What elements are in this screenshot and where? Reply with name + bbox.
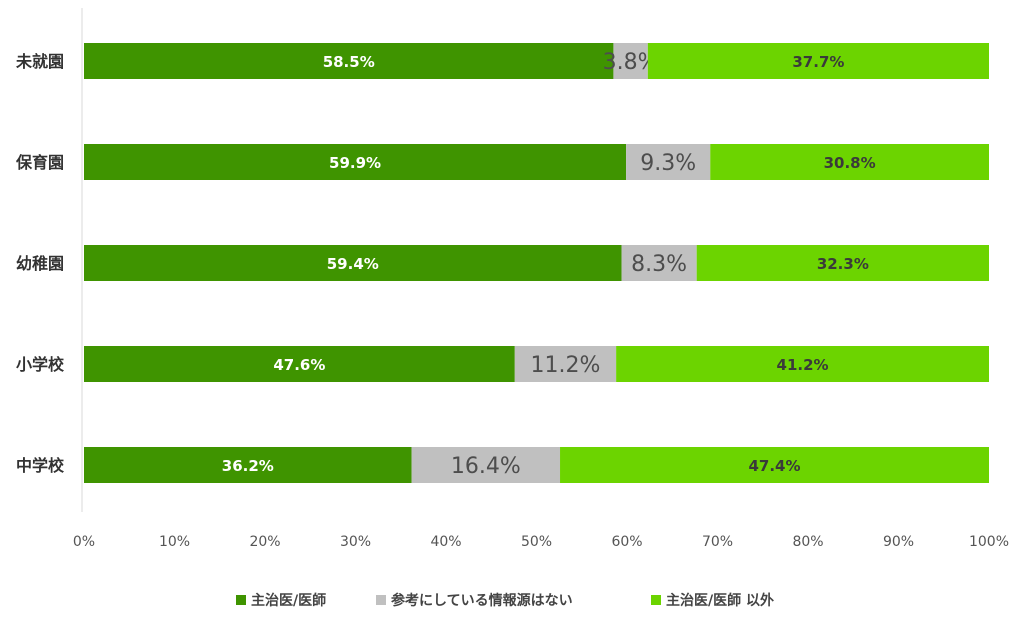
bars-group: 58.5% 3.8% 37.7%59.9% 9.3% 30.8%59.4% 8.3% 32.… — [84, 43, 989, 483]
category-label: 幼稚園 — [16, 254, 64, 273]
legend-label: 主治医/医師 以外 — [666, 592, 774, 609]
data-label: 37.7% — [792, 53, 844, 71]
bar-segment — [514, 346, 617, 382]
bar-segment — [647, 43, 989, 79]
bar-segment — [696, 245, 989, 281]
data-label: 16.4% — [451, 454, 521, 479]
x-tick-label: 80% — [792, 534, 823, 550]
data-label: 41.2% — [777, 356, 829, 374]
legend-swatch — [236, 595, 246, 605]
x-tick-label: 100% — [969, 534, 1009, 550]
legend-swatch — [651, 595, 661, 605]
bar-segment — [84, 43, 614, 79]
bar-segment — [621, 245, 697, 281]
data-label: 59.4% — [327, 255, 379, 273]
x-tick-label: 10% — [159, 534, 190, 550]
data-label: 58.5% — [323, 53, 375, 71]
bar-segment — [84, 245, 622, 281]
x-tick-label: 20% — [249, 534, 280, 550]
x-tick-label: 40% — [430, 534, 461, 550]
legend-label: 主治医/医師 — [251, 592, 326, 609]
x-tick-label: 90% — [883, 534, 914, 550]
x-tick-label: 30% — [340, 534, 371, 550]
bar-segment — [710, 144, 989, 180]
legend-swatch — [376, 595, 386, 605]
category-label: 未就園 — [15, 52, 64, 71]
bar-segment — [560, 447, 989, 483]
bar-segment — [84, 144, 627, 180]
x-tick-label: 70% — [702, 534, 733, 550]
bar-segment — [411, 447, 561, 483]
bar-segment — [613, 43, 648, 79]
data-label: 47.6% — [273, 356, 325, 374]
x-axis-ticks: 0% 10% 20% 30% 40% 50% 60% 70% 80% 90% 100% — [73, 534, 1009, 550]
x-tick-label: 60% — [611, 534, 642, 550]
data-label: 32.3% — [817, 255, 869, 273]
data-label: 11.2% — [531, 353, 601, 378]
data-label: 59.9% — [329, 154, 381, 172]
category-label: 中学校 — [16, 456, 65, 475]
category-label: 小学校 — [16, 355, 65, 374]
category-label: 保育園 — [15, 153, 64, 172]
legend-label: 参考にしている情報源はない — [391, 592, 573, 609]
data-label: 9.3% — [640, 151, 696, 176]
x-tick-label: 50% — [521, 534, 552, 550]
bar-segment — [626, 144, 711, 180]
bar-segment — [84, 447, 412, 483]
data-label: 30.8% — [824, 154, 876, 172]
data-label: 8.3% — [631, 252, 687, 277]
bar-segment — [84, 346, 515, 382]
data-label: 36.2% — [222, 457, 274, 475]
legend: 主治医/医師 参考にしている情報源はない 主治医/医師 以外 — [236, 592, 774, 609]
bar-segment — [616, 346, 989, 382]
x-tick-label: 0% — [73, 534, 95, 550]
data-label: 47.4% — [748, 457, 800, 475]
